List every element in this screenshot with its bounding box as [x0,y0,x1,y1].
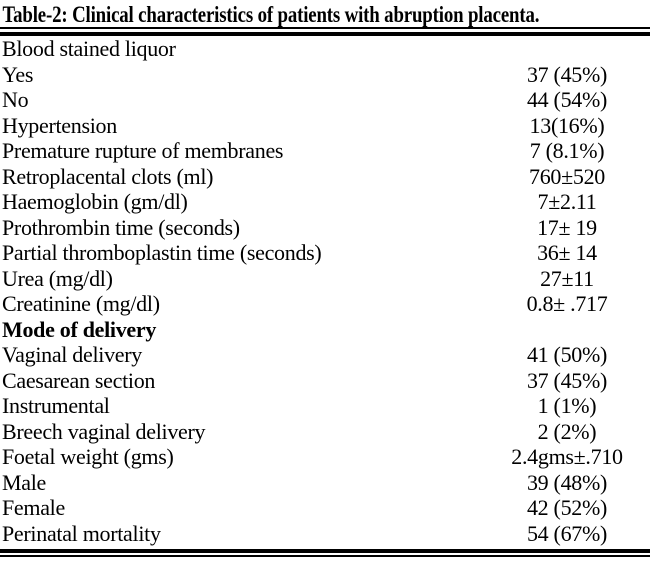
table-row: Creatinine (mg/dl) 0.8± .717 [2,291,650,317]
row-value: 2 (2%) [537,418,597,444]
row-label: Creatinine (mg/dl) [2,291,160,316]
table-row: Caesarean section 37 (45%) [2,368,650,394]
row-value: 44 (54%) [526,87,608,112]
table-row: Vaginal delivery 41 (50%) [2,342,650,368]
row-value: 17± 19 [537,214,597,240]
row-value: 42 (52%) [526,495,608,520]
table-row: Retroplacental clots (ml) 760±520 [2,164,650,190]
row-label: Perinatal mortality [2,520,161,546]
table-row: Premature rupture of membranes 7 (8.1%) [2,138,650,164]
row-value [492,317,642,343]
row-value: 0.8± .717 [526,291,608,316]
row-value: 1 (1%) [537,393,597,418]
table-row: Prothrombin time (seconds) 17± 19 [2,215,650,241]
row-value: 41 (50%) [526,342,608,367]
row-label: Vaginal delivery [2,342,142,367]
row-value: 760±520 [529,163,605,189]
row-value: 39 (48%) [526,469,608,495]
row-label: Instrumental [2,393,110,418]
table-row: Urea (mg/dl) 27±11 [2,266,650,292]
table-title: Table-2: Clinical characteristics of pat… [2,2,540,27]
row-value: 2.4gms±.710 [511,444,623,469]
table-row: Breech vaginal delivery 2 (2%) [2,419,650,445]
row-label: Urea (mg/dl) [2,265,113,291]
table-row: Haemoglobin (gm/dl) 7±2.11 [2,189,650,215]
row-label: Male [2,469,47,495]
row-label: Caesarean section [2,367,156,393]
row-label: Mode of delivery [2,316,157,342]
table-row: Partial thromboplastin time (seconds) 36… [2,240,650,266]
table-row: No 44 (54%) [2,87,650,113]
row-value: 37 (45%) [526,367,608,393]
row-label: Yes [2,61,34,87]
table-row: Perinatal mortality 54 (67%) [2,521,650,547]
table-row: Yes 37 (45%) [2,62,650,88]
row-label: Foetal weight (gms) [2,444,174,469]
row-label: Female [2,495,65,520]
row-label: Premature rupture of membranes [2,138,284,163]
table-row: Male 39 (48%) [2,470,650,496]
row-value: 13(16%) [529,112,605,138]
row-label: Hypertension [2,112,117,138]
table-row: Hypertension 13(16%) [2,113,650,139]
row-value: 36± 14 [537,240,597,265]
row-value [492,36,642,62]
row-label: Haemoglobin (gm/dl) [2,189,188,214]
row-label: Breech vaginal delivery [2,418,206,444]
table-row: Foetal weight (gms) 2.4gms±.710 [2,444,650,470]
table-section-row: Mode of delivery [2,317,650,343]
row-label: Blood stained liquor [2,36,176,61]
row-label: Prothrombin time (seconds) [2,214,240,240]
row-value: 7±2.11 [537,189,597,214]
bottom-double-rule [0,549,650,557]
row-value: 37 (45%) [526,61,608,87]
row-label: Retroplacental clots (ml) [2,163,214,189]
row-value: 7 (8.1%) [529,138,605,163]
row-value: 54 (67%) [526,520,608,546]
table-row: Instrumental 1 (1%) [2,393,650,419]
table-body: Blood stained liquor Yes 37 (45%) No 44 … [0,36,650,546]
table-row: Blood stained liquor [2,36,650,62]
row-value: 27±11 [540,265,594,291]
row-label: Partial thromboplastin time (seconds) [2,240,322,265]
row-label: No [2,87,29,112]
table-row: Female 42 (52%) [2,495,650,521]
top-double-rule [0,27,650,36]
